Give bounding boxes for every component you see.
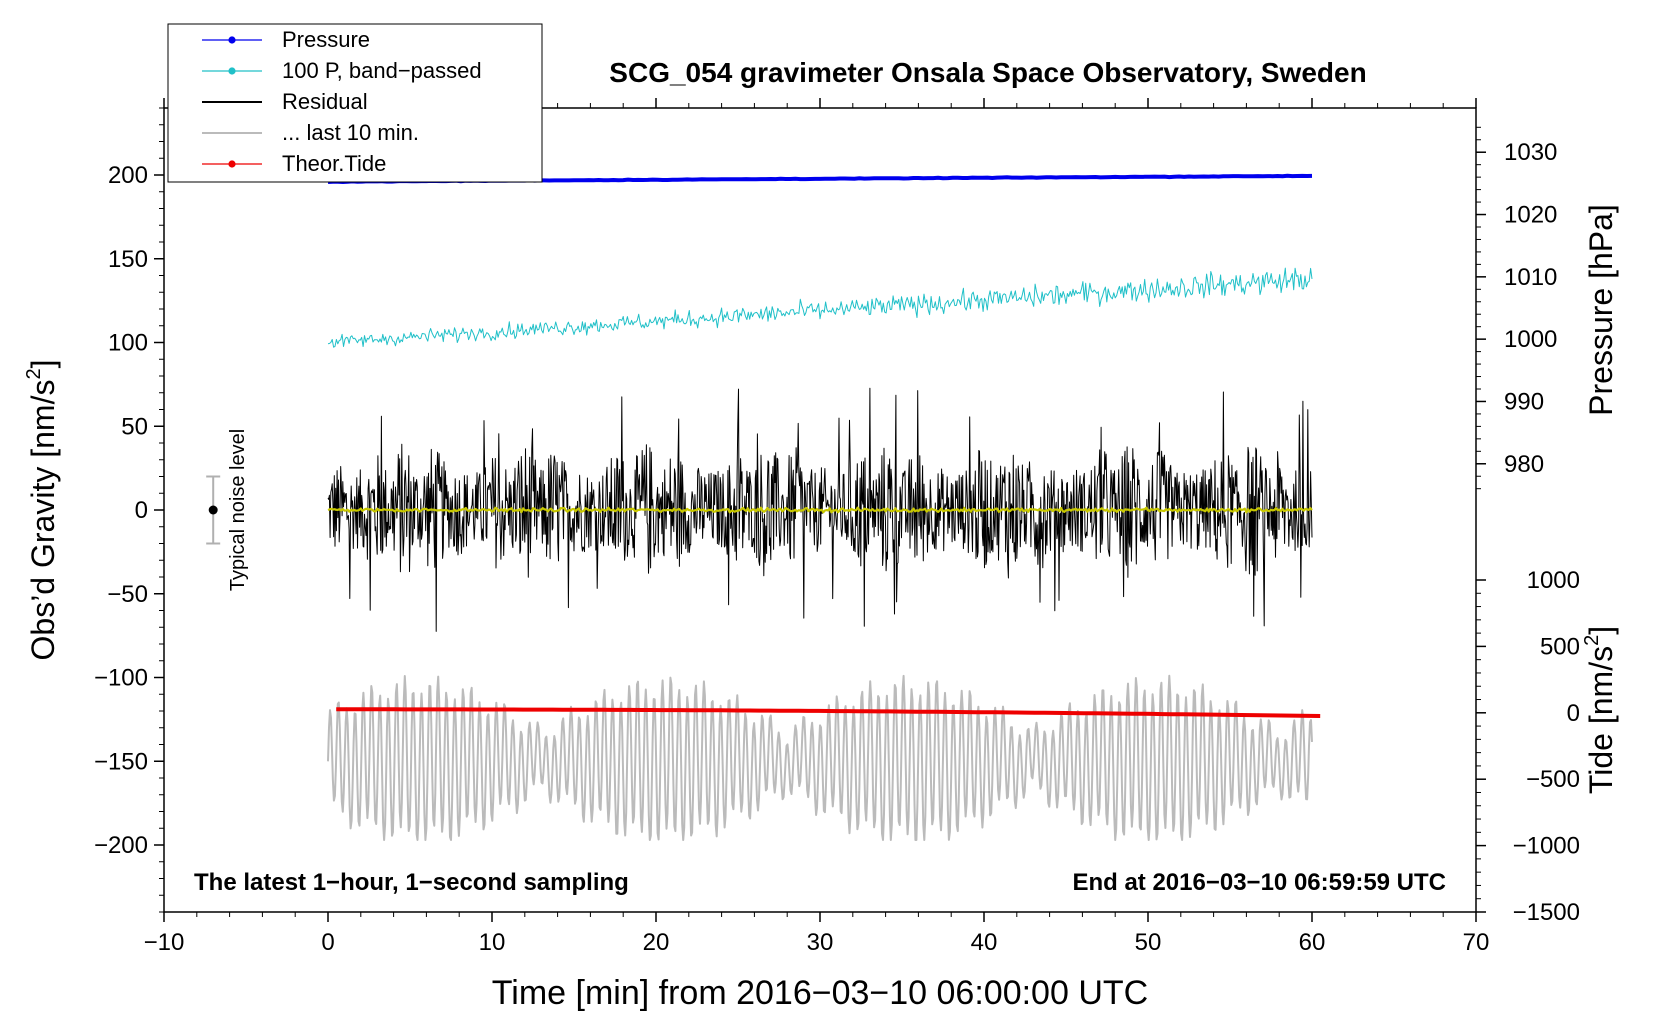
x-tick-label: 0 xyxy=(321,929,334,956)
legend-label: Pressure xyxy=(282,27,370,52)
pressure-tick-label: 1000 xyxy=(1504,326,1557,353)
legend-marker xyxy=(228,160,236,168)
y-pressure-label: Pressure [hPa] xyxy=(1583,204,1619,416)
y-tick-label: −50 xyxy=(107,581,148,608)
tide-tick-label: 500 xyxy=(1540,633,1580,660)
x-axis-label: Time [min] from 2016−03−10 06:00:00 UTC xyxy=(492,974,1148,1012)
y-tide-axis: 1000 500 0 −500 −1000 −1500 xyxy=(1476,567,1580,926)
legend-label: Residual xyxy=(282,89,368,114)
y-tick-label: −150 xyxy=(94,748,148,775)
x-tick-label: 60 xyxy=(1299,929,1326,956)
pressure-tick-label: 980 xyxy=(1504,451,1544,478)
legend-label: 100 P, band−passed xyxy=(282,58,482,83)
residual-series xyxy=(327,387,1313,632)
tide-tick-label: −1000 xyxy=(1513,833,1580,860)
y-tick-label: 150 xyxy=(108,246,148,273)
series-layer xyxy=(327,173,1321,841)
noise-indicator: Typical noise level xyxy=(206,429,249,591)
last-10-min-series xyxy=(327,674,1313,841)
y-tide-label: Tide [nm/s2] xyxy=(1581,626,1619,794)
pressure-tick-label: 990 xyxy=(1504,388,1544,415)
x-tick-label: 70 xyxy=(1463,929,1490,956)
tide-tick-label: 1000 xyxy=(1527,567,1580,594)
y-tick-label: 200 xyxy=(108,162,148,189)
annotation-left: The latest 1−hour, 1−second sampling xyxy=(194,869,629,896)
y-left-axis: 200 150 100 50 0 −50 −100 −150 −200 xyxy=(94,107,164,913)
x-tick-label: 40 xyxy=(971,929,998,956)
legend-label: ... last 10 min. xyxy=(282,120,419,145)
residual-smoothed-series xyxy=(327,506,1313,514)
y-tick-label: 0 xyxy=(135,497,148,524)
x-tick-label: 50 xyxy=(1135,929,1162,956)
chart-title: SCG_054 gravimeter Onsala Space Observat… xyxy=(609,57,1366,88)
y-left-label-close: ] xyxy=(25,360,61,369)
legend: Pressure 100 P, band−passed Residual ... la… xyxy=(167,23,543,183)
x-tick-label: 30 xyxy=(807,929,834,956)
annotation-right: End at 2016−03−10 06:59:59 UTC xyxy=(1072,869,1446,896)
y-tide-label-text: Tide [nm/s xyxy=(1583,646,1619,794)
x-tick-label: −10 xyxy=(144,929,185,956)
noise-dot xyxy=(208,505,218,515)
y-left-label-text: Obs’d Gravity [nm/s xyxy=(25,380,61,661)
y-tide-label-sup: 2 xyxy=(1581,635,1603,646)
y-tick-label: −100 xyxy=(94,665,148,692)
y-pressure-axis: 1030 1020 1010 1000 990 980 xyxy=(1476,126,1557,490)
y-left-label: Obs’d Gravity [nm/s2] xyxy=(23,360,61,661)
y-tick-label: 100 xyxy=(108,330,148,357)
tide-tick-label: −1500 xyxy=(1513,899,1580,926)
x-axis: −10 0 10 20 30 40 50 60 70 xyxy=(144,98,1490,956)
x-tick-label: 20 xyxy=(643,929,670,956)
tide-tick-label: −500 xyxy=(1526,766,1580,793)
band-passed-pressure-series xyxy=(327,267,1313,348)
y-left-label-sup: 2 xyxy=(23,368,45,379)
tide-tick-label: 0 xyxy=(1567,700,1580,727)
y-tick-label: −200 xyxy=(94,832,148,859)
legend-label: Theor.Tide xyxy=(282,151,386,176)
legend-marker xyxy=(228,67,236,75)
legend-marker xyxy=(228,36,236,44)
theoretical-tide-series xyxy=(336,707,1321,718)
pressure-tick-label: 1010 xyxy=(1504,264,1557,291)
y-tide-label-close: ] xyxy=(1583,626,1619,635)
pressure-tick-label: 1020 xyxy=(1504,202,1557,229)
y-tick-label: 50 xyxy=(121,413,148,440)
noise-label: Typical noise level xyxy=(227,429,249,591)
x-tick-label: 10 xyxy=(479,929,506,956)
pressure-tick-label: 1030 xyxy=(1504,139,1557,166)
